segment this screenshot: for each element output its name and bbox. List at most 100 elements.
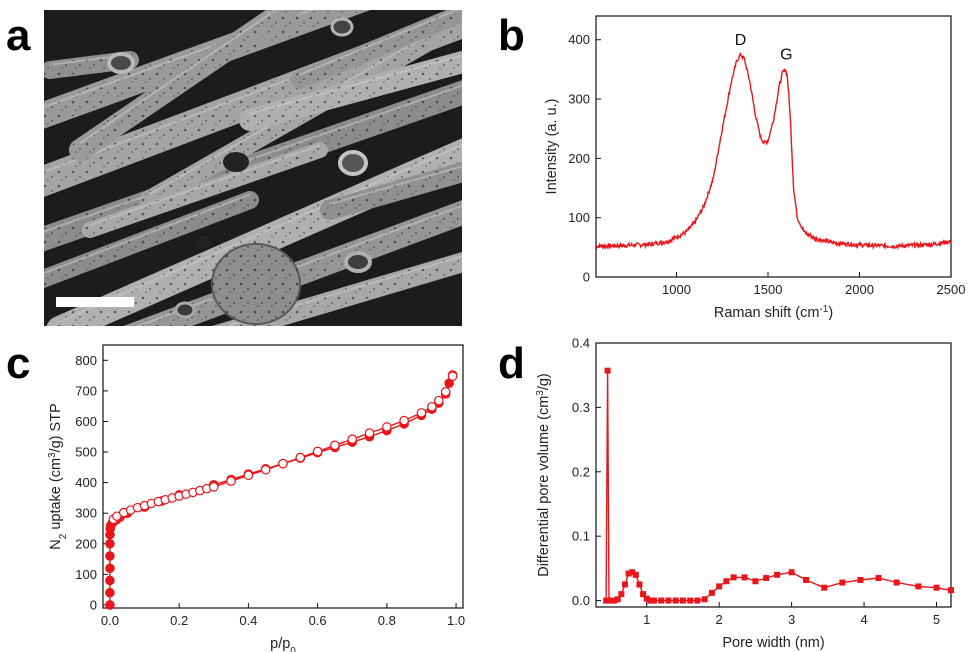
isotherm-adsorption-point bbox=[105, 600, 115, 610]
sem-fiber-pores bbox=[219, 254, 462, 326]
isotherm-y-axis-title: N2 uptake (cm3/g) STP bbox=[47, 403, 69, 550]
raman-x-axis-title: Raman shift (cm-1) bbox=[714, 304, 833, 322]
isotherm-x-tick-label: 0.4 bbox=[239, 613, 257, 628]
sem-fiber-pores bbox=[241, 52, 462, 129]
isotherm-adsorption-point bbox=[105, 551, 115, 561]
isotherm-desorption-point bbox=[364, 428, 375, 438]
isotherm-x-tick-label: 0.0 bbox=[101, 613, 119, 628]
sem-fiber-highlight bbox=[59, 144, 462, 323]
raman-y-tick-label: 300 bbox=[568, 92, 590, 107]
sem-fiber-highlight bbox=[44, 84, 462, 233]
isotherm-desorption-point bbox=[382, 422, 392, 432]
isotherm-desorption-point bbox=[440, 386, 451, 397]
pore-data-point bbox=[701, 596, 708, 603]
pore-data-point bbox=[647, 597, 654, 604]
isotherm-y-tick-label: 700 bbox=[75, 383, 97, 398]
isotherm-desorption-point bbox=[433, 395, 444, 406]
sem-fiber-highlight bbox=[79, 10, 278, 145]
isotherm-adsorption-point bbox=[105, 587, 115, 598]
pore-y-tick-label: 0.1 bbox=[572, 529, 590, 544]
isotherm-x-axis-title: p/p0 bbox=[270, 636, 296, 652]
raman-spectrum-line bbox=[595, 52, 952, 251]
isotherm-desorption-point bbox=[208, 482, 219, 492]
isotherm-x-tick-label: 0.8 bbox=[378, 613, 396, 628]
isotherm-desorption-point bbox=[260, 464, 271, 475]
pore-data-point bbox=[763, 575, 770, 582]
isotherm-desorption-point bbox=[347, 434, 358, 444]
pore-data-point bbox=[708, 589, 715, 596]
pore-x-tick-label: 2 bbox=[716, 612, 723, 627]
pore-data-point bbox=[621, 581, 628, 588]
pore-data-point bbox=[741, 574, 748, 581]
sem-fiber-highlight bbox=[299, 10, 460, 76]
sem-fiber-pores bbox=[44, 193, 257, 286]
isotherm-y-tick-label: 500 bbox=[75, 445, 97, 460]
isotherm-desorption-point bbox=[399, 415, 409, 426]
pore-data-point bbox=[650, 597, 657, 604]
isotherm-desorption-point bbox=[278, 458, 288, 469]
isotherm-desorption-point bbox=[243, 470, 254, 481]
sem-micrograph bbox=[44, 10, 462, 326]
pore-data-point bbox=[636, 581, 643, 588]
pore-data-point bbox=[723, 578, 730, 585]
pore-data-point bbox=[640, 591, 647, 598]
isotherm-y-tick-label: 100 bbox=[75, 567, 97, 582]
sem-fiber-highlight bbox=[44, 193, 251, 275]
pore-x-tick-label: 5 bbox=[933, 612, 940, 627]
pore-data-point bbox=[857, 576, 864, 583]
sem-fiber-highlight bbox=[89, 144, 321, 227]
sem-fiber-pores bbox=[84, 144, 326, 236]
isotherm-x-tick-label: 1.0 bbox=[447, 613, 465, 628]
sem-fiber-highlight bbox=[249, 54, 462, 115]
pore-data-point bbox=[730, 574, 737, 581]
pore-data-point bbox=[665, 597, 672, 604]
pore-data-point bbox=[604, 367, 611, 374]
isotherm-y-tick-label: 600 bbox=[75, 414, 97, 429]
isotherm-desorption-point bbox=[447, 371, 458, 381]
pore-distribution-chart: 1 2 3 4 5 0.0 0.1 0.2 0.3 0.4 Pore width (nm) Diffe… bbox=[535, 336, 954, 651]
pore-y-tick-label: 0.4 bbox=[572, 336, 590, 351]
isotherm-y-tick-label: 400 bbox=[75, 475, 97, 490]
pore-data-point bbox=[774, 571, 781, 578]
pore-y-axis-title: Differential pore volume (cm3/g) bbox=[535, 373, 553, 577]
pore-data-point bbox=[614, 596, 621, 603]
pore-series-line bbox=[605, 370, 952, 602]
pore-data-point bbox=[933, 584, 940, 591]
pore-data-point bbox=[716, 583, 723, 590]
raman-y-tick-label: 200 bbox=[568, 151, 590, 166]
raman-x-tick-label: 2000 bbox=[845, 282, 874, 297]
pore-x-tick-label: 4 bbox=[860, 612, 867, 627]
raman-chart: 1000 1500 2000 2500 0 100 200 300 400 D G Raman shi… bbox=[544, 15, 966, 322]
pore-data-point bbox=[632, 571, 639, 578]
raman-peak-label-G: G bbox=[780, 47, 792, 64]
pore-data-point bbox=[607, 597, 614, 604]
isotherm-desorption-point bbox=[416, 408, 427, 418]
sem-fiber-highlight bbox=[329, 165, 462, 205]
raman-x-tick-label: 1500 bbox=[754, 282, 783, 297]
isotherm-adsorption-point bbox=[105, 538, 115, 549]
isotherm-adsorption-point bbox=[105, 575, 115, 586]
pore-x-axis-title: Pore width (nm) bbox=[722, 635, 824, 651]
isotherm-desorption-point bbox=[295, 452, 306, 463]
isotherm-desorption-point bbox=[312, 446, 323, 457]
isotherm-y-tick-label: 0 bbox=[90, 597, 97, 612]
raman-plot-frame bbox=[595, 15, 952, 278]
pore-data-point bbox=[618, 591, 625, 598]
panel-a-letter: a bbox=[6, 11, 31, 60]
raman-y-tick-label: 100 bbox=[568, 210, 590, 225]
sem-fiber-pores bbox=[71, 10, 302, 159]
raman-y-axis-title: Intensity (a. u.) bbox=[544, 99, 560, 195]
pore-y-tick-label: 0.0 bbox=[572, 593, 590, 608]
raman-x-tick-label: 2500 bbox=[937, 282, 966, 297]
sem-fiber-pores bbox=[293, 10, 462, 87]
panel-b-letter: b bbox=[498, 11, 525, 60]
panel-c-letter: c bbox=[6, 339, 30, 388]
pore-x-tick-label: 1 bbox=[643, 612, 650, 627]
pore-data-point bbox=[893, 579, 900, 586]
pore-data-point bbox=[752, 578, 759, 585]
pore-data-point bbox=[875, 575, 882, 582]
pore-data-point bbox=[803, 576, 810, 583]
isotherm-y-tick-label: 200 bbox=[75, 536, 97, 551]
panel-d-letter: d bbox=[498, 339, 525, 388]
